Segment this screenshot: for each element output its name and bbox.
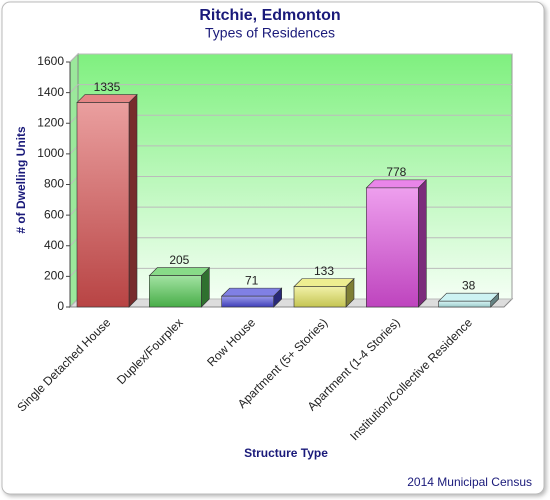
- bar: [366, 187, 419, 308]
- bar-top: [76, 94, 138, 103]
- y-axis-title: # of Dwelling Units: [14, 126, 28, 234]
- bar-side: [128, 93, 138, 308]
- grid-line: [69, 237, 79, 247]
- bar-top: [437, 292, 500, 302]
- bar: [76, 102, 130, 308]
- bar: [149, 275, 202, 308]
- value-label: 1335: [94, 80, 121, 94]
- grid-line: [69, 206, 79, 216]
- value-label: 133: [314, 264, 334, 278]
- footer: 2014 Municipal Census: [407, 475, 532, 489]
- grid-line: [69, 145, 79, 155]
- y-tick-label: 1400: [37, 85, 64, 99]
- value-label: 71: [245, 273, 259, 287]
- value-label: 205: [169, 253, 189, 267]
- bar-top: [148, 267, 211, 276]
- chart-title: Ritchie, Edmonton: [199, 7, 340, 24]
- bar-top: [220, 287, 283, 297]
- y-tick-label: 400: [44, 238, 64, 252]
- x-axis-title: Structure Type: [244, 446, 328, 460]
- grid-line: [69, 53, 79, 63]
- y-tick-label: 800: [44, 177, 64, 191]
- grid-line: [69, 298, 79, 308]
- bar-top: [293, 278, 355, 287]
- value-label: 38: [462, 278, 476, 292]
- y-tick-label: 1200: [37, 115, 64, 129]
- chart-subtitle: Types of Residences: [205, 25, 335, 41]
- bar: [221, 295, 274, 308]
- y-tick-label: 0: [57, 299, 64, 313]
- grid-line: [69, 176, 79, 185]
- grid-line: [69, 268, 79, 277]
- y-tick-label: 200: [44, 269, 64, 283]
- bar: [293, 286, 347, 308]
- value-label: 778: [386, 165, 406, 179]
- grid-line: [69, 114, 79, 124]
- bar-top: [365, 179, 428, 189]
- y-tick-label: 1000: [37, 146, 64, 160]
- bar: [438, 300, 491, 308]
- y-tick-label: 1600: [37, 54, 64, 68]
- bar-side: [418, 179, 427, 308]
- y-tick-label: 600: [44, 207, 64, 221]
- grid-line: [69, 84, 79, 93]
